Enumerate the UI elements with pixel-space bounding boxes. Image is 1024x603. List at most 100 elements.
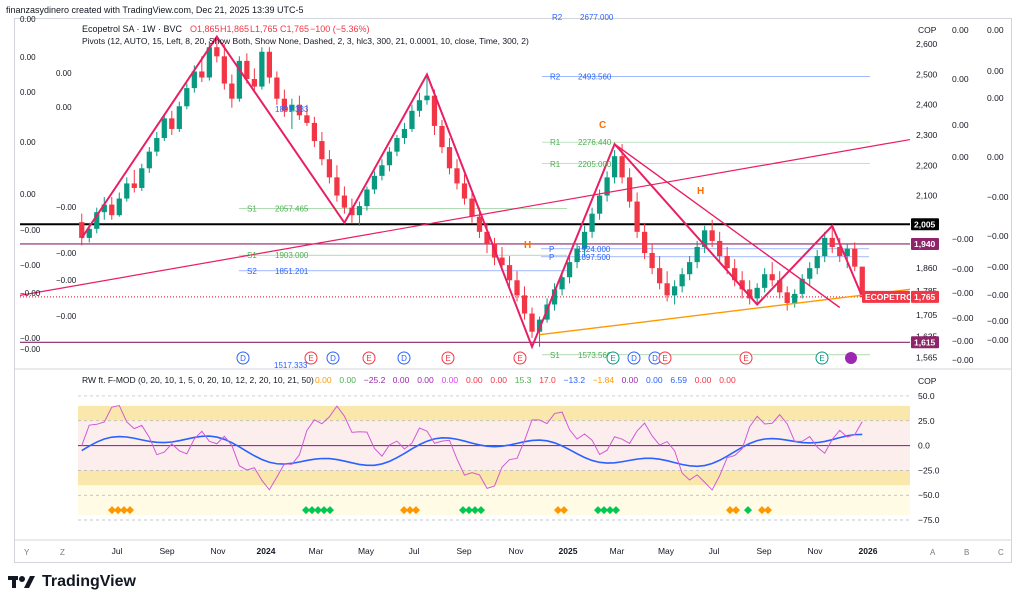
candle-body xyxy=(161,118,167,139)
candle-body xyxy=(859,266,865,297)
event-marker-letter: E xyxy=(662,354,667,363)
candle-body xyxy=(521,295,528,314)
pivot-partial-label: 2677.000 xyxy=(580,13,614,22)
candle-body xyxy=(289,104,295,111)
candle-body xyxy=(799,278,805,294)
event-marker xyxy=(362,351,376,365)
candle-body xyxy=(184,88,190,107)
event-marker xyxy=(627,351,641,365)
time-axis-label: May xyxy=(358,546,375,556)
price-badge-label: ECOPETROL xyxy=(865,292,918,302)
tradingview-logo-icon xyxy=(8,574,36,590)
osc-diamond-marker xyxy=(758,506,766,515)
wave-label: H xyxy=(524,240,531,251)
event-marker xyxy=(236,351,250,365)
candle-body xyxy=(596,195,603,214)
candle-body xyxy=(319,141,325,160)
legend-pivots: Pivots (12, AUTO, 15, Left, 8, 20, Show … xyxy=(82,36,529,46)
left-zero-label: 0.00 xyxy=(20,190,36,199)
osc-axis-tick: −50.0 xyxy=(918,490,940,500)
osc-diamond-marker xyxy=(554,506,562,515)
left-zero-label: 0.00 xyxy=(20,53,36,62)
brand: TradingView xyxy=(8,573,136,591)
osc-legend-value: 0.00 xyxy=(646,375,663,385)
candle-body xyxy=(94,212,100,229)
corner-letter: C xyxy=(998,548,1004,557)
osc-legend-value: 6.59 xyxy=(670,375,687,385)
osc-legend-value: −1.84 xyxy=(593,375,615,385)
candle-body xyxy=(296,104,303,116)
time-axis-label: May xyxy=(658,546,675,556)
candle-body xyxy=(431,95,438,126)
candle-body xyxy=(401,128,408,139)
candle-body xyxy=(146,151,152,169)
osc-legend-value: 17.0 xyxy=(539,375,556,385)
osc-axis-tick: −25.0 xyxy=(918,465,940,475)
candlestick-series xyxy=(79,36,865,347)
candle-body xyxy=(251,79,257,87)
legend-symbol: Ecopetrol SA · 1W · BVC xyxy=(82,24,183,34)
event-marker-letter: D xyxy=(240,354,246,363)
candle-body xyxy=(611,156,618,178)
time-axis-label: Sep xyxy=(456,546,471,556)
extra-axis-label: −0.00 xyxy=(952,264,974,274)
osc-diamond-marker xyxy=(600,506,608,515)
osc-legend-value: 0.00 xyxy=(490,375,507,385)
candle-body xyxy=(304,115,310,123)
osc-diamond-marker xyxy=(606,506,614,515)
candle-body xyxy=(274,77,280,99)
candle-body xyxy=(86,228,92,238)
left-zero-label: 0.00 xyxy=(20,138,36,147)
osc-diamond-marker xyxy=(114,506,122,515)
left-zero-label: −0.00 xyxy=(20,261,41,270)
price-badge xyxy=(911,290,939,303)
extra-axis-label: 0.00 xyxy=(952,25,969,35)
candle-body xyxy=(724,256,730,269)
osc-legend-value: 0.00 xyxy=(442,375,459,385)
event-marker-letter: E xyxy=(445,354,450,363)
price-axis-tick: 1,785 xyxy=(916,286,938,296)
candle-body xyxy=(566,262,573,278)
event-marker xyxy=(658,351,672,365)
pivot-value: 1897.500 xyxy=(577,253,611,262)
osc-diamond-marker xyxy=(744,506,752,515)
left-zero-label: −0.00 xyxy=(20,289,41,298)
osc-diamond-marker xyxy=(308,506,316,515)
candle-body xyxy=(229,83,235,99)
overbought-band xyxy=(78,405,910,421)
candle-body xyxy=(626,177,633,202)
osc-fast-line xyxy=(81,404,863,491)
pivot-partial-label: 1891.333 xyxy=(275,105,309,114)
event-marker-letter: E xyxy=(743,354,748,363)
pivot-name: R1 xyxy=(550,138,561,147)
left-zero-label: −0.00 xyxy=(56,249,77,258)
extra-axis-label: −0.00 xyxy=(952,313,974,323)
candle-body xyxy=(536,319,543,332)
candle-body xyxy=(822,237,828,257)
legend-ohlc-value: O1,865 xyxy=(190,24,220,34)
osc-axis-tick: 25.0 xyxy=(918,416,935,426)
pivot-name: S1 xyxy=(550,351,560,360)
candle-body xyxy=(551,289,558,305)
event-marker-letter: D xyxy=(631,354,637,363)
candle-body xyxy=(641,231,648,254)
osc-legend-value: 0.00 xyxy=(695,375,712,385)
candle-body xyxy=(379,165,385,176)
price-badge xyxy=(911,218,939,231)
corner-letter: Z xyxy=(60,548,65,557)
osc-legend-value: 0.00 xyxy=(622,375,639,385)
candle-body xyxy=(664,283,670,296)
candle-body xyxy=(349,207,355,216)
osc-diamond-marker xyxy=(412,506,420,515)
time-axis-label: Jul xyxy=(709,546,720,556)
price-axis-tick: 2,600 xyxy=(916,39,938,49)
pivot-value: 2276.440 xyxy=(578,138,612,147)
time-axis-label: Nov xyxy=(807,546,823,556)
candle-body xyxy=(589,213,595,232)
event-marker xyxy=(441,351,455,365)
candle-body xyxy=(416,100,423,111)
candle-body xyxy=(739,280,745,290)
left-zero-label: 0.00 xyxy=(56,103,72,112)
